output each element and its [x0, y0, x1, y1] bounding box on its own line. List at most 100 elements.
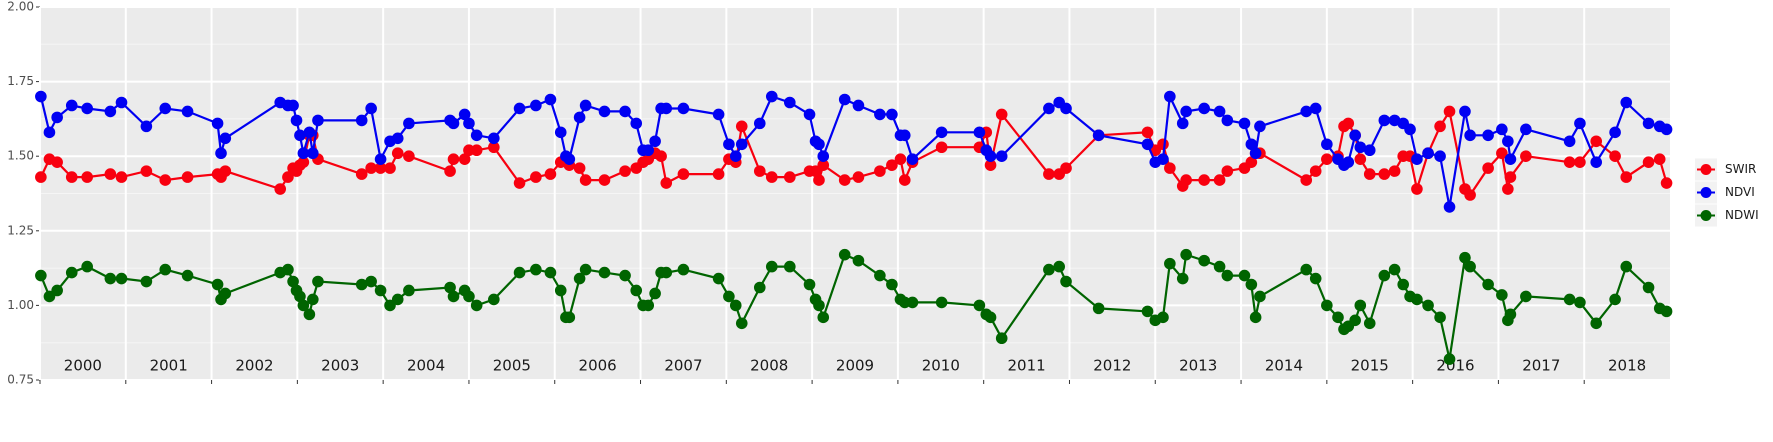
data-point	[573, 162, 586, 174]
data-point	[1459, 251, 1471, 264]
data-point	[447, 153, 460, 165]
data-point	[573, 111, 586, 124]
legend-dot	[1700, 187, 1712, 198]
data-point	[403, 150, 415, 162]
data-point	[1245, 156, 1258, 168]
data-point	[458, 153, 471, 165]
data-point	[219, 132, 232, 145]
data-point	[140, 275, 153, 288]
data-point	[1642, 117, 1655, 130]
data-point	[1164, 90, 1176, 103]
data-point	[1653, 153, 1666, 165]
data-point	[140, 120, 153, 133]
x-tick-label: 2007	[664, 357, 702, 375]
data-point	[1574, 296, 1586, 309]
data-point	[852, 254, 865, 267]
data-point	[995, 108, 1008, 121]
data-point	[463, 117, 475, 130]
data-point	[1363, 317, 1376, 330]
data-point	[181, 269, 194, 282]
data-point	[1609, 293, 1621, 306]
data-point	[294, 129, 306, 142]
data-point	[403, 284, 415, 297]
data-point	[1590, 156, 1603, 168]
data-point	[1620, 171, 1633, 183]
data-point	[1238, 269, 1251, 282]
data-point	[513, 266, 526, 279]
data-point	[598, 174, 611, 186]
data-point	[660, 177, 673, 189]
x-tick-label: 2015	[1351, 357, 1389, 375]
data-point	[1464, 260, 1476, 273]
legend: SWIR NDVI NDWI	[1695, 158, 1759, 227]
data-point	[1411, 153, 1423, 165]
data-point	[1378, 269, 1391, 282]
data-point	[1321, 299, 1333, 312]
data-point	[1245, 278, 1258, 291]
data-point	[995, 332, 1008, 345]
data-point	[1443, 201, 1456, 213]
data-point	[1422, 299, 1434, 312]
data-point	[303, 126, 316, 139]
data-point	[1520, 123, 1532, 136]
data-point	[104, 272, 117, 285]
data-point	[159, 102, 172, 115]
data-point	[886, 278, 898, 291]
data-point	[365, 162, 377, 174]
data-point	[1609, 150, 1621, 162]
data-point	[1157, 153, 1169, 165]
legend-label: NDVI	[1725, 185, 1755, 199]
data-point	[753, 117, 766, 130]
data-point	[35, 90, 47, 103]
y-tick-label: 1.25	[7, 223, 34, 237]
data-point	[51, 111, 63, 124]
data-point	[1180, 105, 1192, 118]
data-point	[1434, 150, 1446, 162]
data-point	[287, 275, 299, 288]
data-point	[1198, 102, 1210, 115]
data-point	[1321, 153, 1333, 165]
data-point	[838, 174, 851, 186]
x-tick-label: 2004	[407, 357, 445, 375]
data-point	[544, 266, 557, 279]
x-tick-label: 2010	[922, 357, 960, 375]
data-point	[282, 263, 294, 276]
data-point	[488, 132, 500, 145]
data-point	[1574, 117, 1586, 130]
data-point	[470, 144, 483, 157]
y-tick-label: 1.00	[7, 298, 34, 312]
data-point	[384, 162, 396, 174]
data-point	[391, 147, 404, 160]
data-point	[115, 96, 128, 109]
data-point	[729, 299, 742, 312]
data-point	[1309, 165, 1322, 177]
data-point	[1378, 168, 1391, 180]
data-point	[181, 105, 194, 118]
data-point	[1563, 293, 1576, 306]
data-point	[1221, 165, 1234, 177]
data-point	[898, 129, 911, 142]
data-point	[282, 171, 294, 183]
data-point	[1502, 183, 1514, 195]
data-point	[765, 90, 778, 103]
data-point	[1502, 135, 1514, 148]
data-point	[874, 269, 886, 282]
data-point	[660, 266, 673, 279]
data-point	[1496, 123, 1508, 136]
data-point	[852, 99, 865, 112]
data-point	[677, 263, 690, 276]
data-point	[729, 150, 742, 162]
data-point	[660, 102, 673, 115]
data-point	[973, 299, 986, 312]
data-point	[1363, 144, 1376, 157]
data-point	[1164, 257, 1176, 270]
data-point	[1221, 114, 1234, 127]
x-tick-label: 2017	[1522, 357, 1560, 375]
data-point	[1060, 102, 1072, 115]
data-point	[1342, 117, 1355, 130]
data-point	[753, 165, 766, 177]
data-point	[1342, 156, 1355, 168]
y-tick-label: 1.50	[7, 149, 34, 163]
data-point	[1180, 248, 1192, 261]
data-point	[1198, 254, 1210, 267]
